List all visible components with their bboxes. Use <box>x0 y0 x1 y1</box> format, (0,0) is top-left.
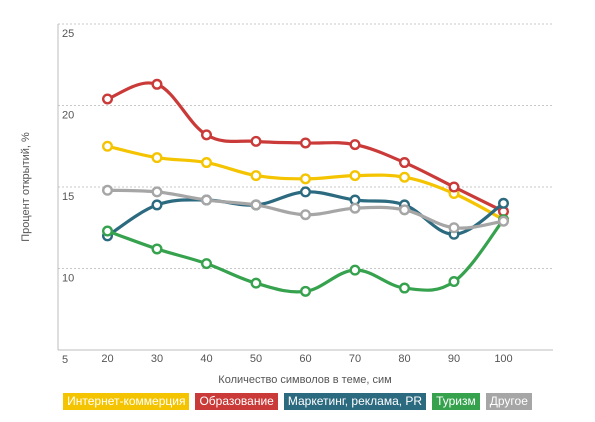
y-axis-title: Процент открытий, % <box>20 132 32 242</box>
y-tick-label: 25 <box>62 28 74 40</box>
data-point <box>349 264 361 276</box>
x-tick-label: 20 <box>101 353 113 365</box>
legend-item-education: Образование <box>195 393 278 410</box>
data-point <box>151 186 163 198</box>
data-point <box>200 194 212 206</box>
series-4 <box>101 214 510 297</box>
legend-item-other: Другое <box>485 393 532 410</box>
x-tick-label: 80 <box>398 353 410 365</box>
data-point <box>101 225 113 237</box>
y-tick-label: 5 <box>62 354 68 366</box>
x-axis-title: Количество символов в теме, сим <box>218 374 391 386</box>
data-point <box>300 173 312 185</box>
legend-item-tourism: Туризм <box>432 393 480 410</box>
data-point <box>250 277 262 289</box>
series <box>101 78 510 297</box>
y-tick-label: 15 <box>62 191 74 203</box>
x-tick-label: 60 <box>299 353 311 365</box>
data-point <box>151 152 163 164</box>
legend-item-ecommerce: Интернет-коммерция <box>63 393 190 410</box>
data-point <box>151 243 163 255</box>
y-tick-label: 10 <box>62 273 74 285</box>
x-tick-label: 90 <box>448 353 460 365</box>
y-tick-labels: 5 10 15 20 25 <box>62 28 74 366</box>
data-point <box>349 170 361 182</box>
data-point <box>399 171 411 183</box>
data-point <box>250 170 262 182</box>
data-point <box>250 199 262 211</box>
data-point <box>151 78 163 90</box>
data-point <box>101 140 113 152</box>
data-point <box>200 157 212 169</box>
grid-lines <box>58 23 553 269</box>
legend: Интернет-коммерция Образование Маркетинг… <box>0 393 595 413</box>
series-5 <box>101 184 510 234</box>
data-point <box>151 199 163 211</box>
line-chart: 5 10 15 20 25 20 30 40 50 60 70 80 90 100 Количество… <box>20 23 553 386</box>
x-tick-label: 100 <box>494 353 512 365</box>
axes <box>57 24 553 351</box>
series-1 <box>101 140 510 226</box>
data-point <box>200 258 212 270</box>
data-point <box>349 139 361 151</box>
data-point <box>101 93 113 105</box>
data-point <box>399 157 411 169</box>
data-point <box>498 215 510 227</box>
data-point <box>349 202 361 214</box>
data-point <box>448 222 460 234</box>
data-point <box>300 137 312 149</box>
legend-item-marketing: Маркетинг, реклама, PR <box>283 393 427 410</box>
data-point <box>300 209 312 221</box>
data-point <box>448 276 460 288</box>
series-2 <box>101 78 510 217</box>
x-tick-label: 30 <box>151 353 163 365</box>
data-point <box>399 282 411 294</box>
x-tick-label: 40 <box>200 353 212 365</box>
data-point <box>300 186 312 198</box>
data-point <box>498 197 510 209</box>
x-tick-label: 50 <box>250 353 262 365</box>
data-point <box>200 129 212 141</box>
y-tick-label: 20 <box>62 110 74 122</box>
data-point <box>300 285 312 297</box>
data-point <box>399 204 411 216</box>
data-point <box>448 181 460 193</box>
data-point <box>250 135 262 147</box>
x-tick-labels: 20 30 40 50 60 70 80 90 100 <box>101 353 512 365</box>
x-tick-label: 70 <box>349 353 361 365</box>
data-point <box>101 184 113 196</box>
